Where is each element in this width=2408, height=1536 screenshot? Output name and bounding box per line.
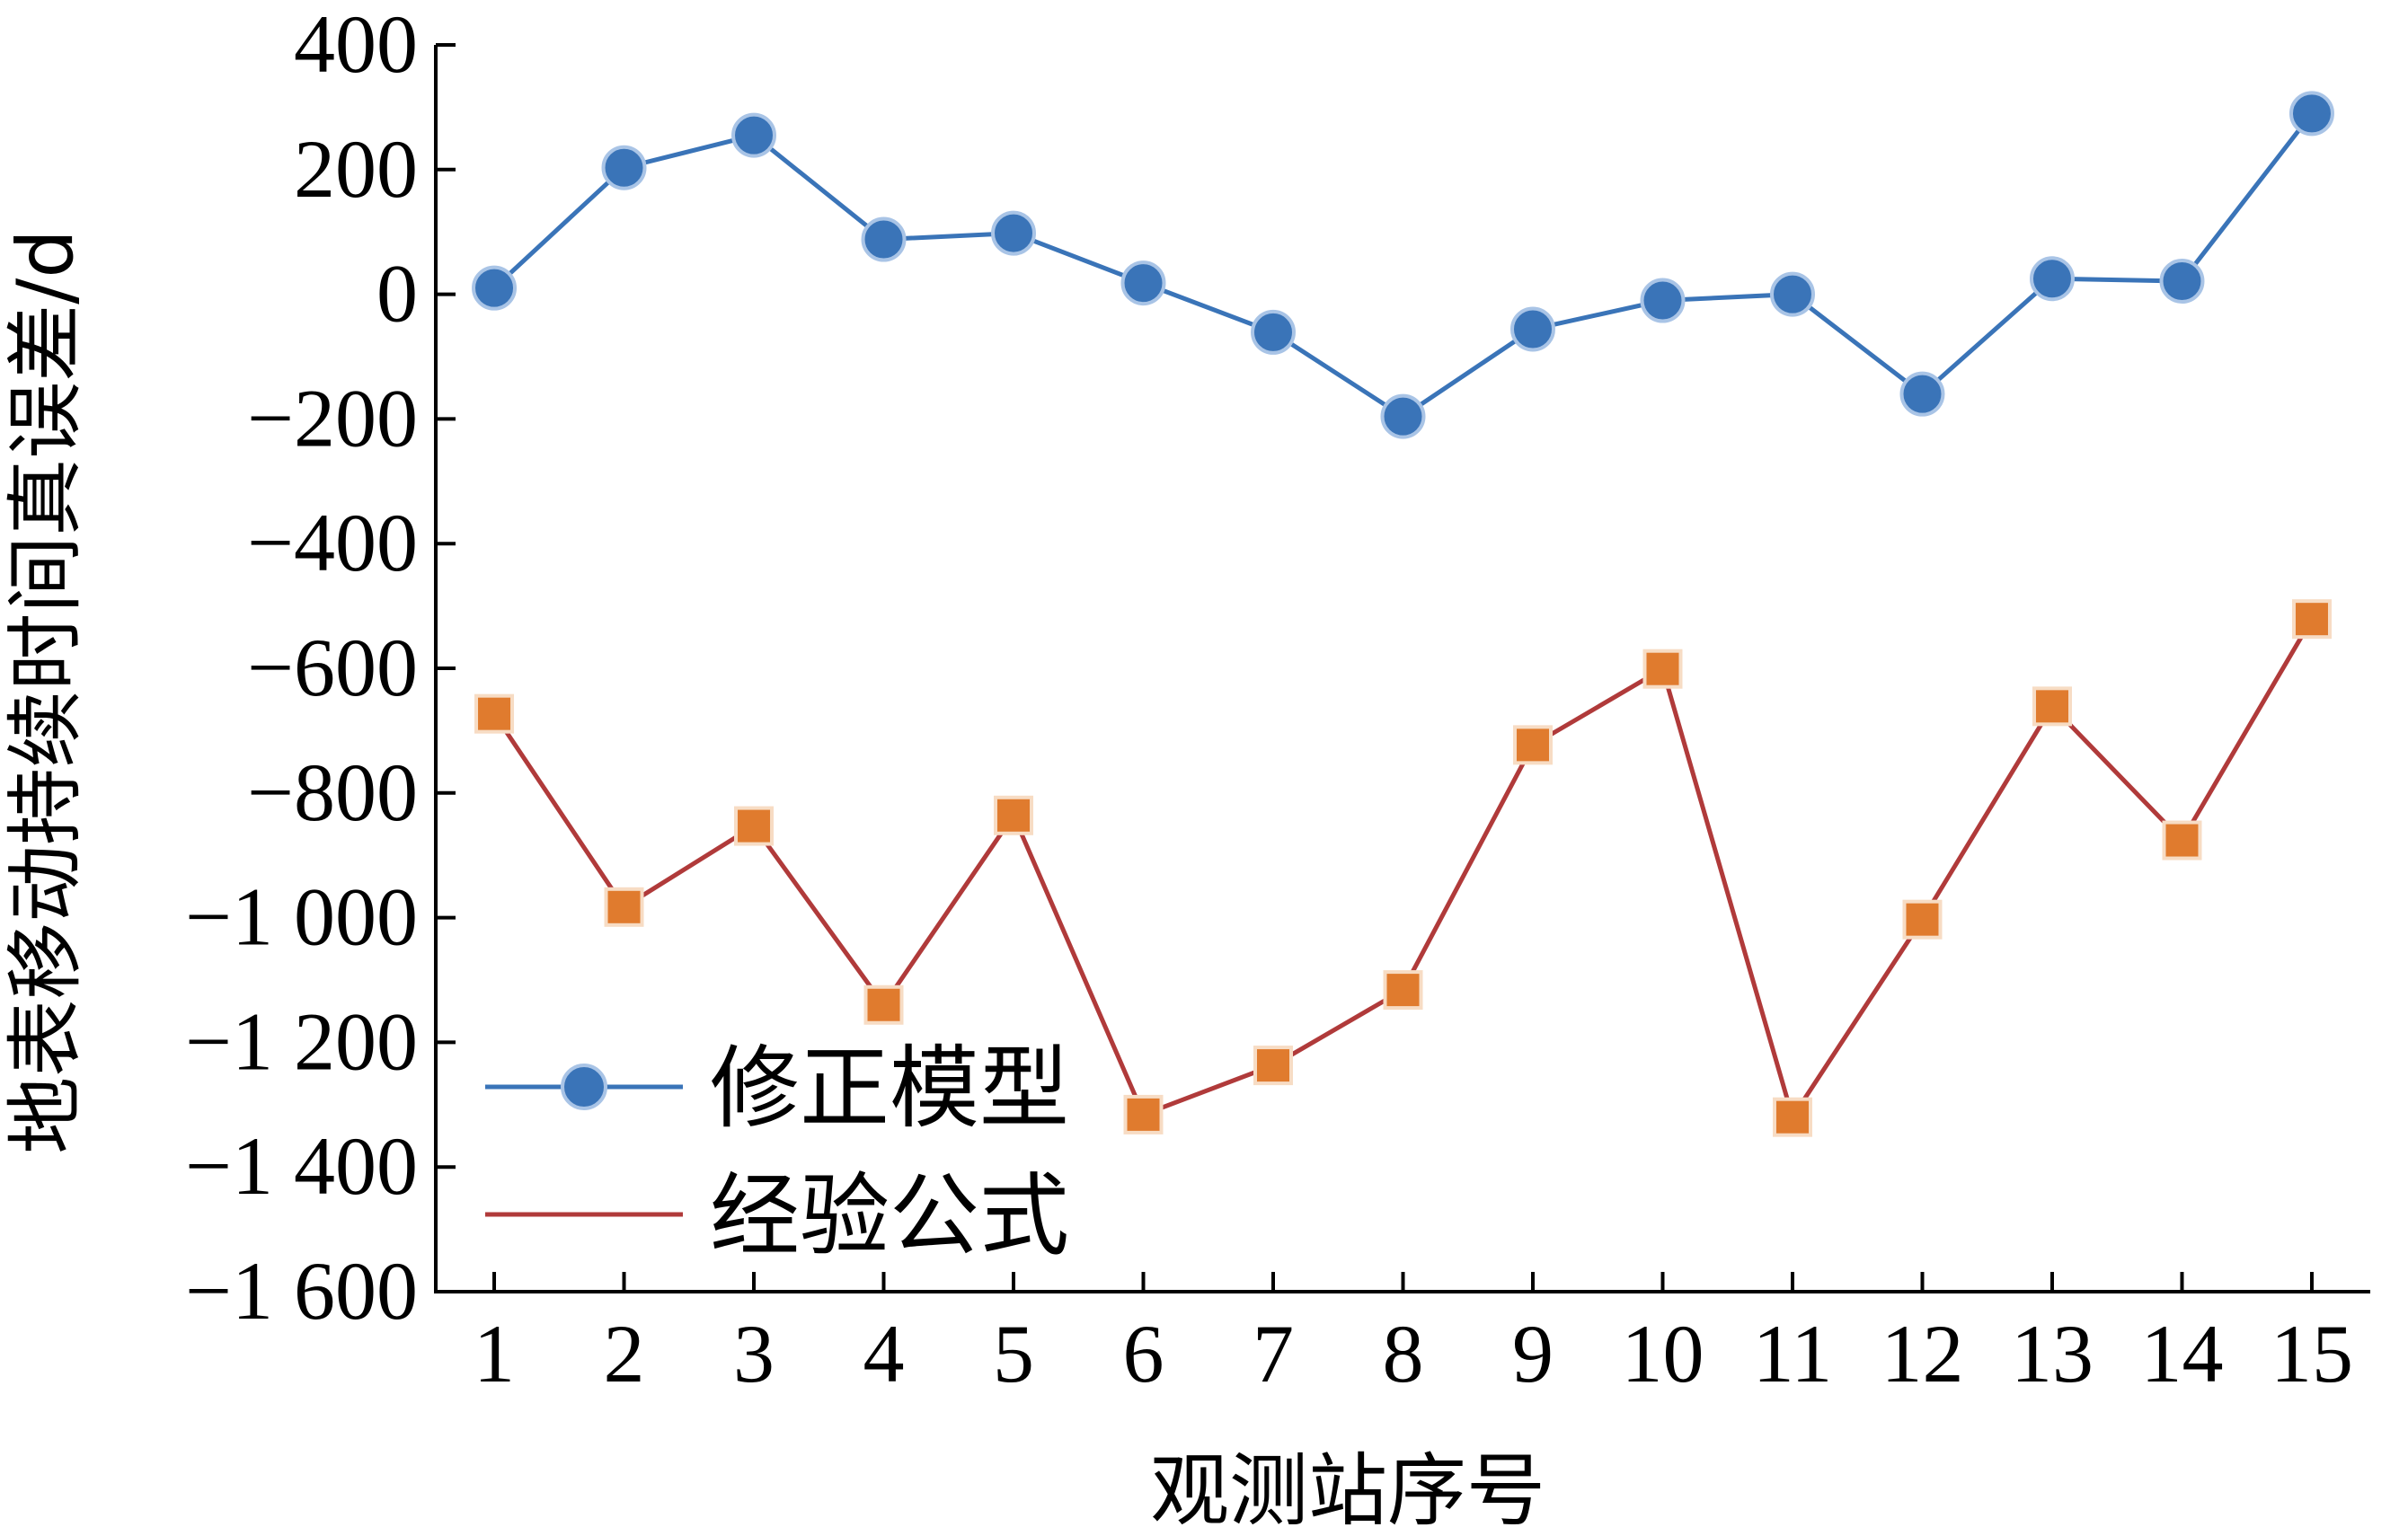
series-2-point xyxy=(604,887,644,927)
series-1-point xyxy=(1251,309,1297,355)
y-tick-label: −1 400 xyxy=(185,1120,418,1212)
series-2-point xyxy=(863,984,904,1025)
series-1-point xyxy=(601,145,647,190)
series-2-point xyxy=(1902,899,1943,940)
series-1-point xyxy=(1120,260,1166,306)
legend-item-2: 经验公式 xyxy=(485,1163,1069,1268)
y-tick-label: −200 xyxy=(247,372,418,463)
series-2-point xyxy=(1383,970,1423,1011)
series-2-point xyxy=(2032,686,2072,727)
series-1 xyxy=(472,91,2334,439)
x-tick-label: 4 xyxy=(863,1308,905,1399)
y-tick-label: −1 600 xyxy=(185,1245,418,1337)
series-2 xyxy=(474,599,2332,1137)
series-2-point xyxy=(1512,725,1553,765)
x-tick-label: 8 xyxy=(1383,1308,1424,1399)
x-tick-label: 2 xyxy=(604,1308,645,1399)
series-2-point xyxy=(994,795,1034,835)
legend-label: 经验公式 xyxy=(710,1163,1069,1268)
series-2-point xyxy=(2291,599,2332,640)
x-tick-label: 1 xyxy=(474,1308,515,1399)
x-ticks: 1 2 3 4 5 6 7 8 9 10 11 12 13 14 15 xyxy=(474,1272,2353,1399)
y-tick-label: −1 000 xyxy=(185,871,418,963)
x-tick-label: 11 xyxy=(1753,1308,1833,1399)
series-1-point xyxy=(2288,91,2334,137)
y-axis-label: 地表移动持续时间真误差/d xyxy=(1,229,91,1154)
series-2-point xyxy=(1642,649,1683,689)
y-tick-label: 400 xyxy=(294,0,418,90)
series-1-point xyxy=(991,210,1037,256)
series-1-point xyxy=(731,112,777,158)
series-2-point xyxy=(1253,1046,1294,1086)
series-2-point xyxy=(2162,820,2202,861)
series-2-point xyxy=(1123,1094,1164,1134)
series-1-point xyxy=(1509,306,1555,352)
x-axis-label: 观测站序号 xyxy=(1150,1444,1545,1536)
y-tick-label: −1 200 xyxy=(185,995,418,1087)
x-tick-label: 10 xyxy=(1621,1308,1704,1399)
series-1-point xyxy=(2159,259,2205,305)
x-tick-label: 14 xyxy=(2140,1308,2223,1399)
series-2-point xyxy=(734,806,775,846)
x-tick-label: 13 xyxy=(2011,1308,2094,1399)
y-tick-label: −800 xyxy=(247,746,418,838)
legend-swatch-marker xyxy=(561,1064,607,1110)
y-tick-label: −600 xyxy=(247,622,418,713)
series-1-point xyxy=(1769,271,1815,317)
y-tick-label: 0 xyxy=(376,248,418,340)
series-1-point xyxy=(861,216,907,262)
legend-item-1: 修正模型 xyxy=(485,1036,1069,1141)
x-tick-label: 5 xyxy=(993,1308,1034,1399)
y-tick-label: −400 xyxy=(247,497,418,588)
series-1-point xyxy=(1380,393,1426,439)
series-1-point xyxy=(472,265,518,311)
legend-label: 修正模型 xyxy=(710,1036,1069,1141)
x-tick-label: 6 xyxy=(1123,1308,1164,1399)
series-1-point xyxy=(1640,278,1686,323)
x-tick-label: 7 xyxy=(1253,1308,1294,1399)
series-layer xyxy=(472,91,2334,1137)
x-tick-label: 12 xyxy=(1881,1308,1963,1399)
series-1-point xyxy=(2029,256,2075,302)
x-tick-label: 15 xyxy=(2271,1308,2353,1399)
x-tick-label: 3 xyxy=(733,1308,775,1399)
series-1-point xyxy=(1899,371,1945,417)
y-tick-label: 200 xyxy=(294,123,418,215)
series-2-point xyxy=(1772,1097,1812,1137)
y-ticks: 400 200 0 −200 −400 −600 −800 −1 000 −1 200 −1 40… xyxy=(185,0,456,1337)
series-2-point xyxy=(474,693,515,734)
x-tick-label: 9 xyxy=(1512,1308,1554,1399)
